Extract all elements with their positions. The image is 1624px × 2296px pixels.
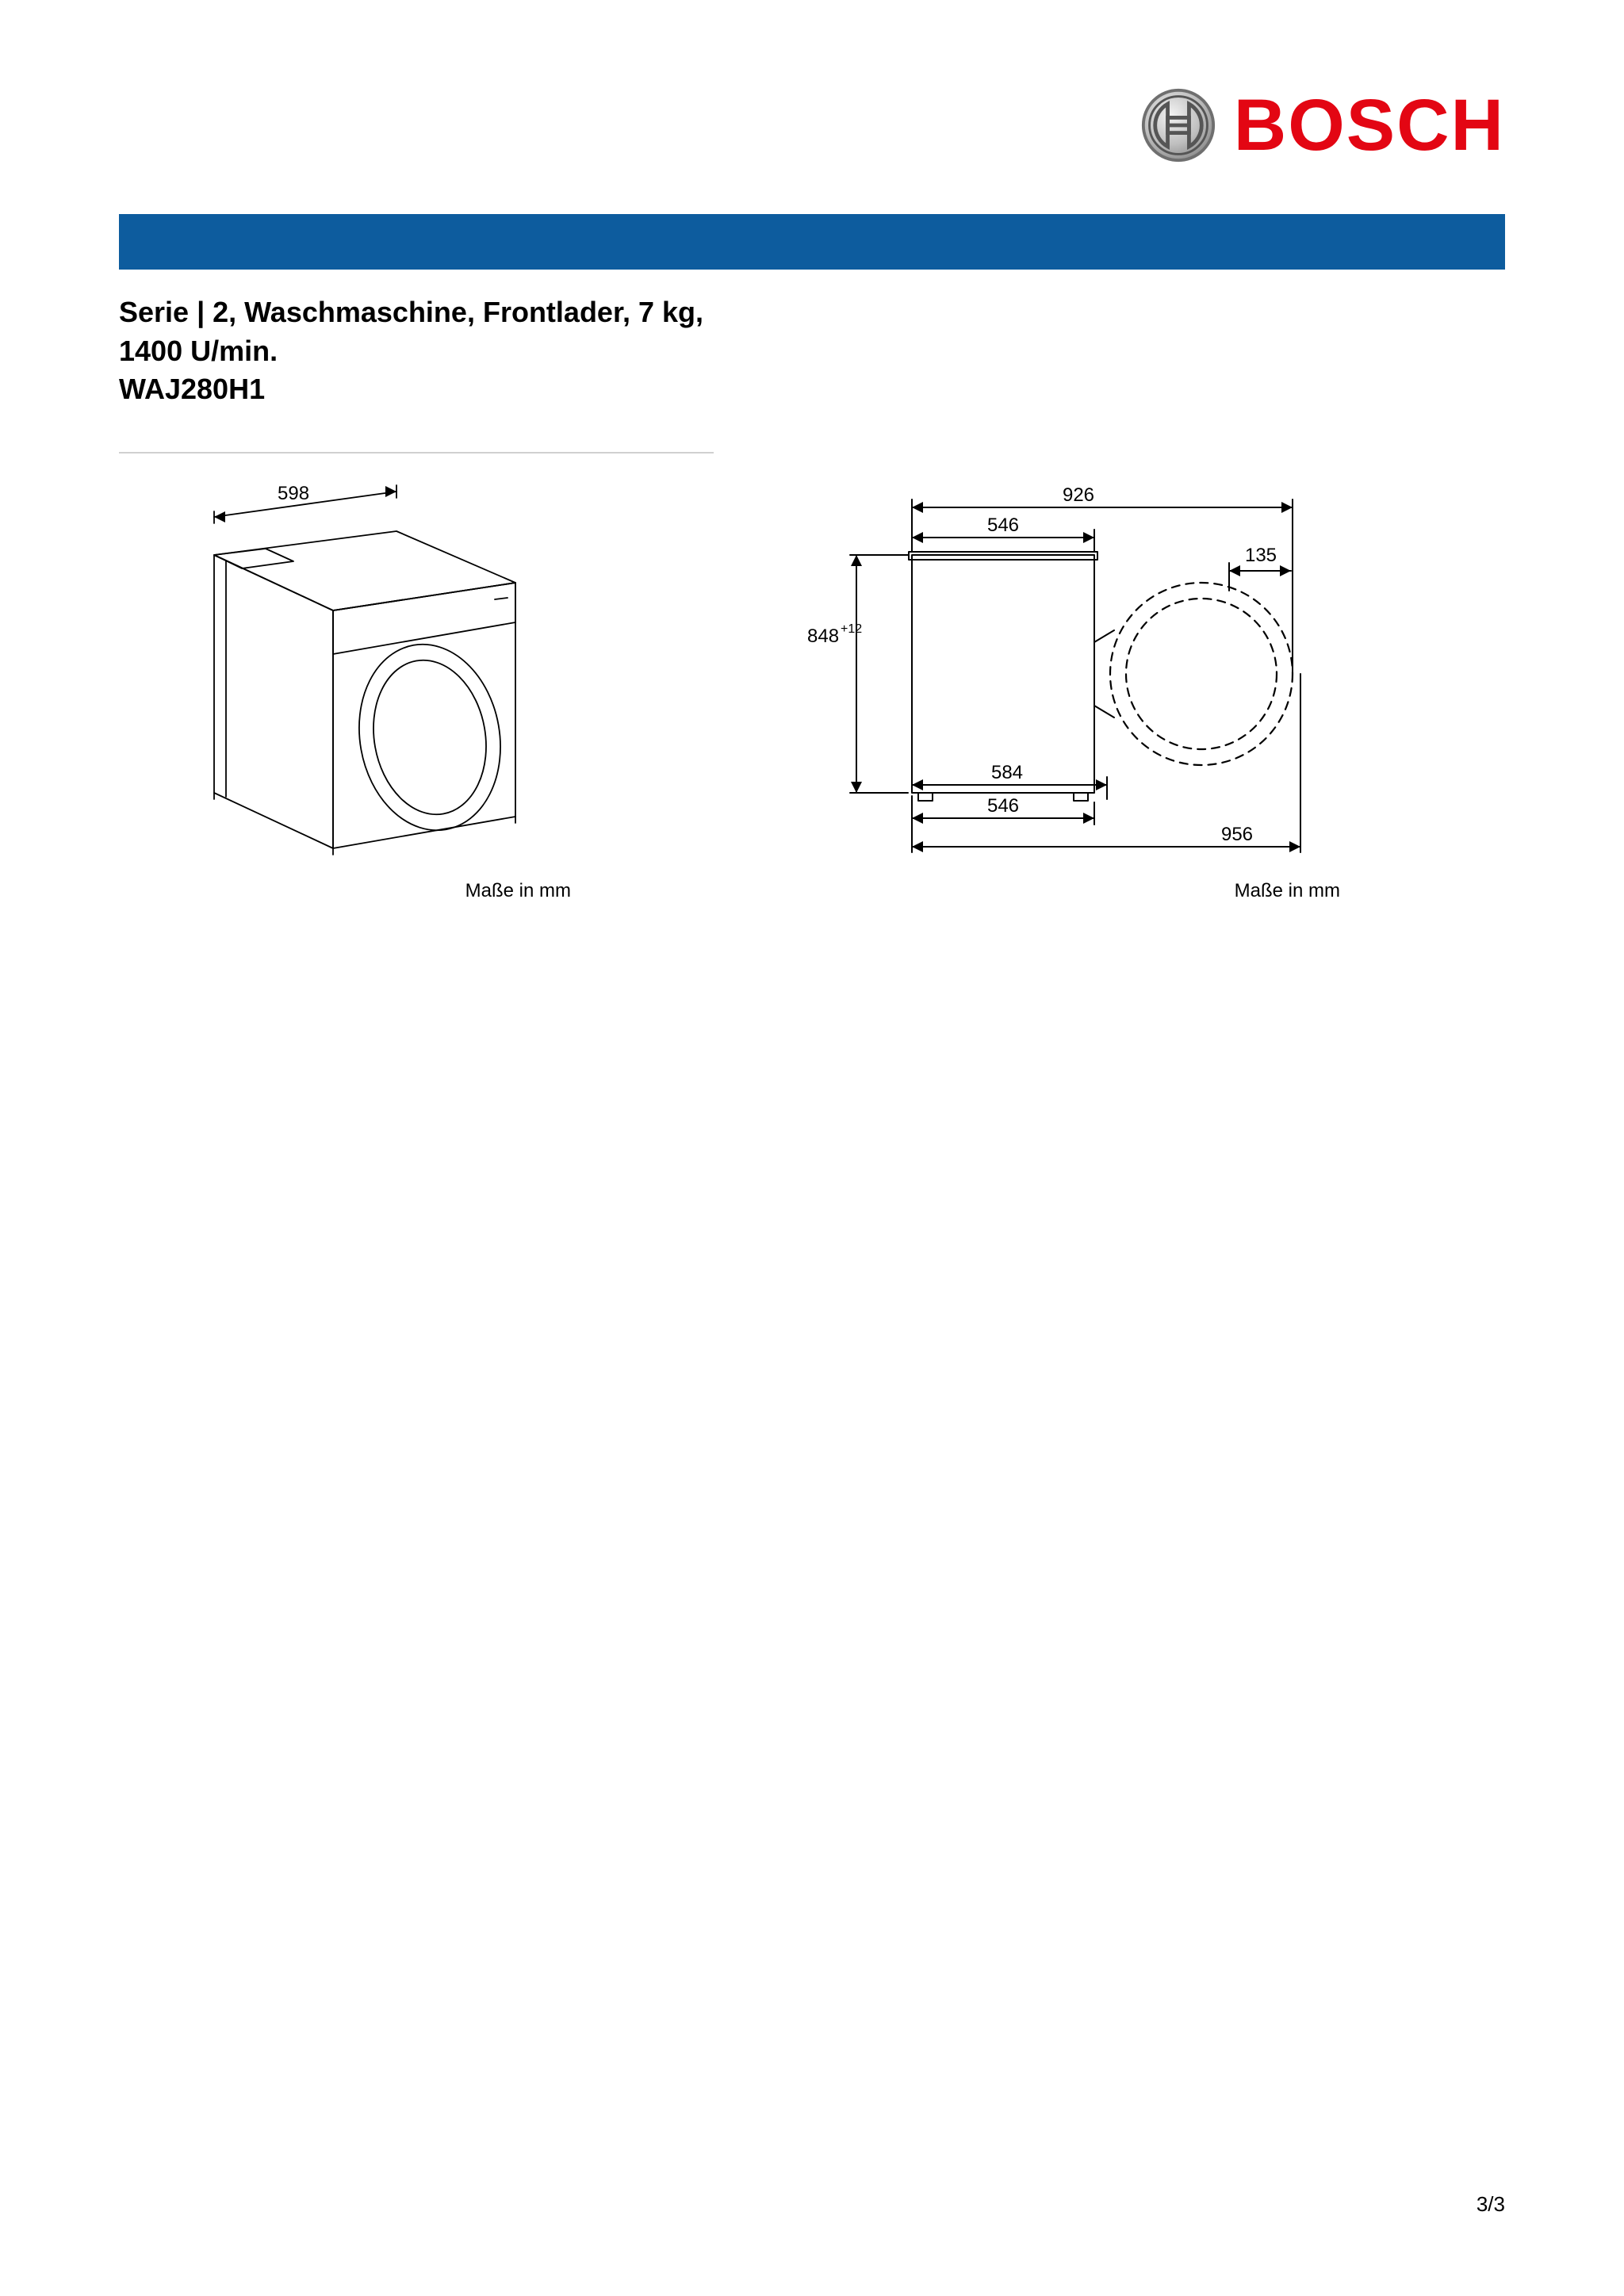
figure1-caption: Maße in mm — [119, 880, 619, 902]
title-line1: Serie | 2, Waschmaschine, Frontlader, 7 … — [119, 293, 769, 332]
figure2-caption: Maße in mm — [761, 880, 1364, 902]
svg-text:584: 584 — [991, 762, 1023, 783]
svg-text:+12: +12 — [841, 622, 862, 636]
svg-text:848: 848 — [807, 626, 839, 647]
svg-text:546: 546 — [987, 795, 1019, 817]
title-line2: 1400 U/min. — [119, 332, 769, 371]
bosch-symbol-icon — [1140, 87, 1216, 163]
brand-logo: BOSCH — [1140, 87, 1505, 163]
figure-isometric: 598 — [119, 476, 619, 902]
svg-text:956: 956 — [1221, 824, 1253, 845]
header-bar — [119, 214, 1505, 270]
svg-text:546: 546 — [987, 515, 1019, 536]
section-divider — [119, 452, 714, 453]
figure-side-elevation: 848 +12 926 — [761, 476, 1364, 902]
product-title: Serie | 2, Waschmaschine, Frontlader, 7 … — [119, 293, 769, 409]
page-number: 3/3 — [1477, 2192, 1505, 2217]
svg-text:135: 135 — [1245, 545, 1277, 566]
model-number: WAJ280H1 — [119, 370, 769, 409]
svg-text:926: 926 — [1063, 484, 1094, 506]
brand-wordmark: BOSCH — [1234, 89, 1505, 162]
svg-text:598: 598 — [278, 483, 309, 504]
